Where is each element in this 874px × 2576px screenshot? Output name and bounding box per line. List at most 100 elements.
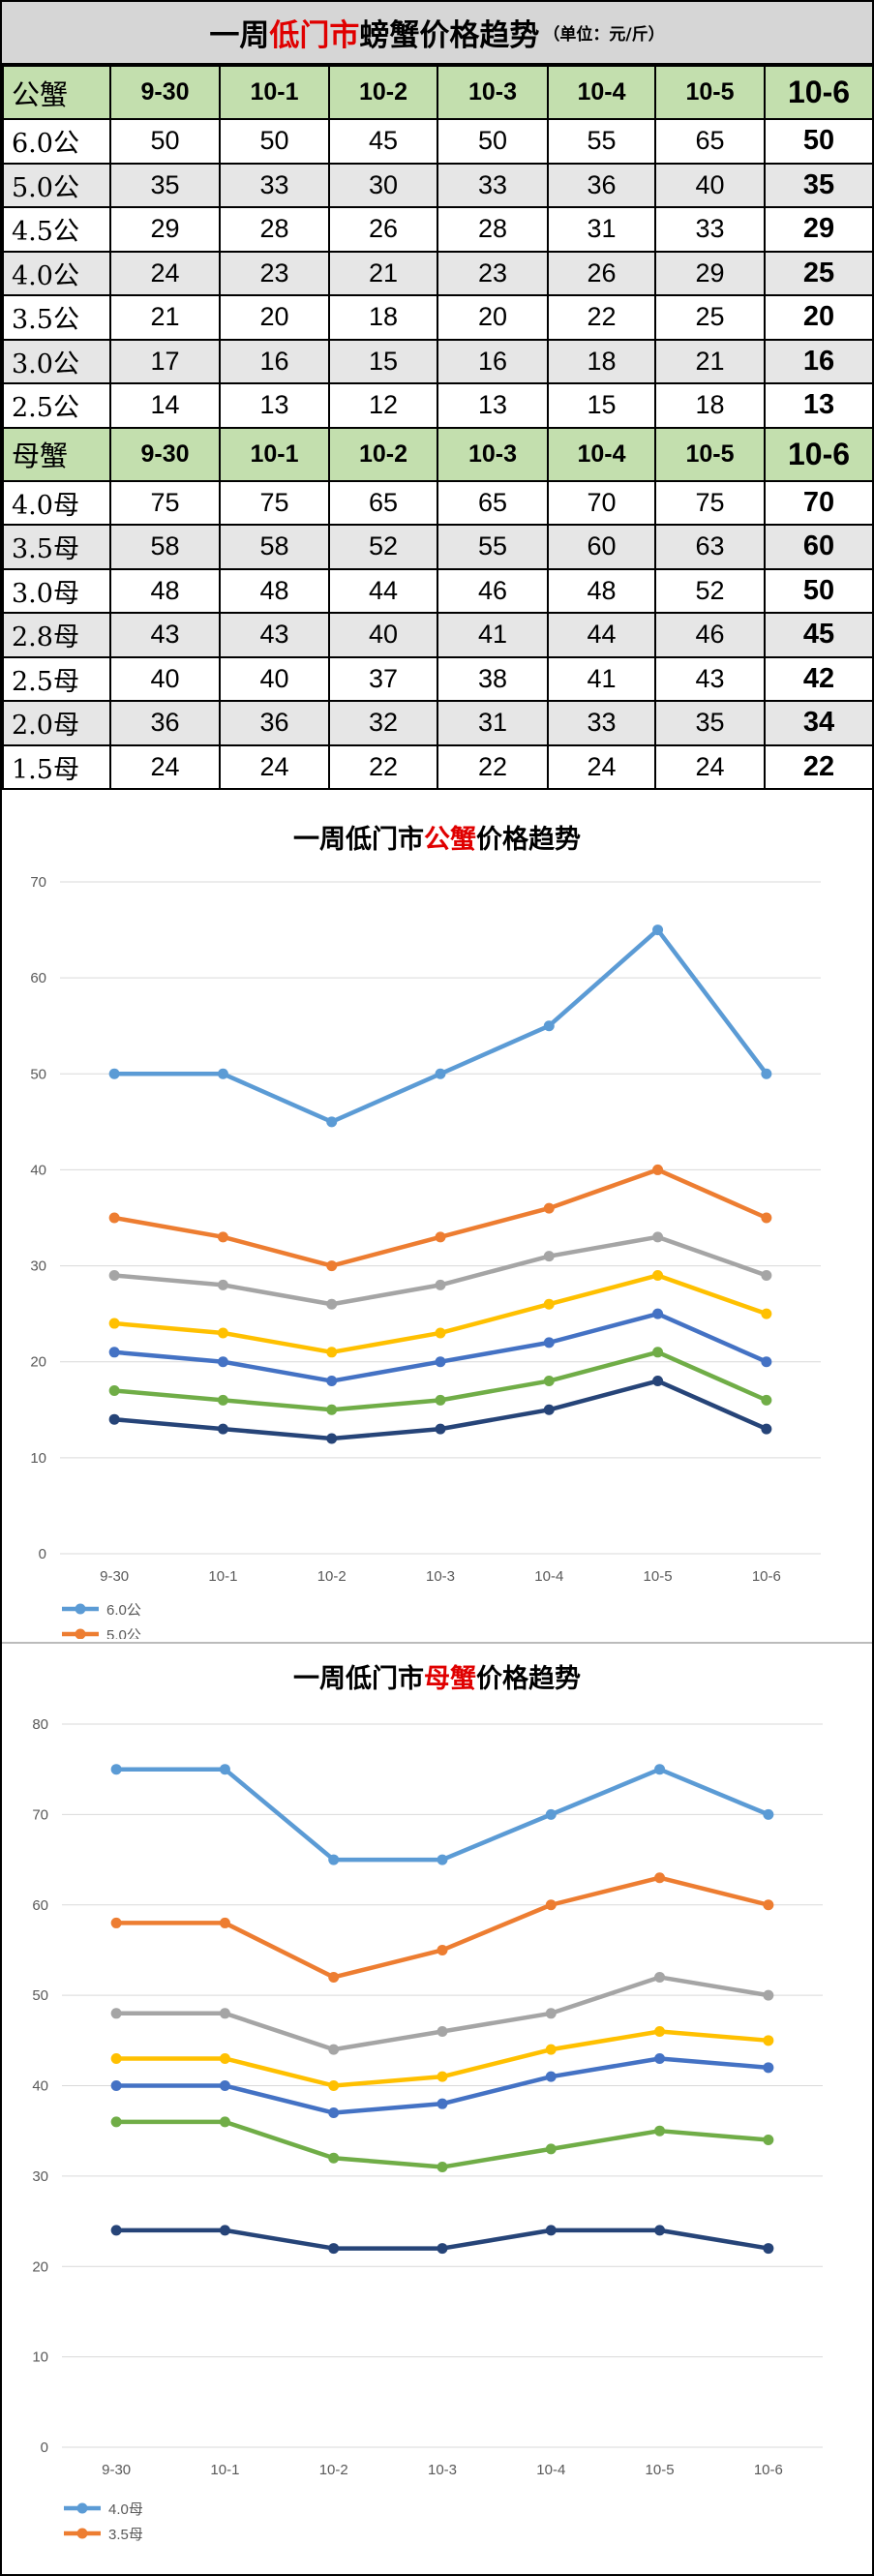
price-cell: 17 xyxy=(109,338,221,384)
data-point xyxy=(545,2071,557,2082)
price-cell: 44 xyxy=(328,567,438,614)
x-tick-label: 10-1 xyxy=(210,2462,239,2478)
x-tick-label: 10-1 xyxy=(208,1568,237,1585)
price-cell: 70 xyxy=(547,479,656,526)
data-point xyxy=(654,1872,666,1884)
table-row: 2.0母 36 36 32 31 33 35 34 xyxy=(2,700,874,746)
price-cell: 23 xyxy=(437,250,549,296)
row-label: 4.5公 xyxy=(2,206,111,253)
price-cell: 44 xyxy=(547,612,656,658)
row-label: 3.0母 xyxy=(2,567,111,614)
title-suffix: 螃蟹价格趋势 xyxy=(359,18,540,53)
price-cell: 24 xyxy=(109,743,221,790)
price-cell: 45 xyxy=(764,612,874,658)
price-cell: 46 xyxy=(654,612,766,658)
data-point xyxy=(763,2243,774,2255)
data-point xyxy=(219,2052,230,2064)
price-cell: 40 xyxy=(109,655,221,702)
price-cell: 28 xyxy=(219,206,330,253)
data-point xyxy=(654,2125,666,2137)
data-point xyxy=(654,2052,666,2064)
date-header: 10-2 xyxy=(328,426,438,482)
data-point xyxy=(326,1260,338,1272)
x-tick-label: 10-6 xyxy=(752,1568,781,1585)
y-tick-label: 30 xyxy=(30,1258,46,1275)
data-point xyxy=(543,1251,555,1262)
price-cell: 22 xyxy=(437,743,549,790)
data-point xyxy=(217,1068,228,1079)
y-tick-label: 60 xyxy=(30,970,46,986)
row-label: 3.0公 xyxy=(2,338,111,384)
price-cell: 26 xyxy=(547,250,656,296)
price-cell: 36 xyxy=(219,700,330,746)
legend-marker xyxy=(76,2528,88,2539)
x-tick-label: 10-2 xyxy=(319,2462,348,2478)
data-point xyxy=(217,1356,228,1368)
chart-legend: 4.0母 3.5母 xyxy=(64,2501,143,2543)
price-cell: 63 xyxy=(654,524,766,570)
data-point xyxy=(328,2152,340,2164)
price-cell: 24 xyxy=(654,743,766,790)
data-point xyxy=(654,2225,666,2236)
row-label: 2.8母 xyxy=(2,612,111,658)
data-point xyxy=(545,1899,557,1911)
table-row: 3.5母 58 58 52 55 60 63 60 xyxy=(2,524,874,570)
y-tick-label: 50 xyxy=(32,1987,48,2004)
legend-marker xyxy=(75,1603,86,1615)
y-tick-label: 40 xyxy=(32,2078,48,2095)
price-cell: 40 xyxy=(654,162,766,208)
price-cell: 65 xyxy=(328,479,438,526)
table-row: 2.8母 43 43 40 41 44 46 45 xyxy=(2,612,874,658)
legend-label: 6.0公 xyxy=(106,1602,141,1619)
data-point xyxy=(219,2008,230,2019)
data-point xyxy=(217,1423,228,1435)
price-cell: 58 xyxy=(219,524,330,570)
price-cell: 13 xyxy=(764,382,874,429)
price-cell: 23 xyxy=(219,250,330,296)
data-point xyxy=(437,2162,448,2173)
row-label: 2.5公 xyxy=(2,382,111,429)
data-point xyxy=(328,2107,340,2119)
data-point xyxy=(326,1347,338,1358)
data-point xyxy=(435,1394,446,1406)
y-tick-label: 50 xyxy=(30,1066,46,1082)
price-cell: 31 xyxy=(547,206,656,253)
price-cell: 33 xyxy=(219,162,330,208)
data-point xyxy=(437,1944,448,1955)
price-cell: 35 xyxy=(109,162,221,208)
table-row: 3.5公 21 20 18 20 22 25 20 xyxy=(2,294,874,341)
row-label: 4.0公 xyxy=(2,250,111,296)
y-tick-label: 60 xyxy=(32,1897,48,1914)
data-point xyxy=(219,1917,230,1928)
male_table-header-row: 公蟹 9-30 10-1 10-2 10-3 10-4 10-5 10-6 xyxy=(2,65,874,120)
data-point xyxy=(763,1899,774,1911)
data-point xyxy=(763,1808,774,1820)
date-header: 9-30 xyxy=(109,65,221,120)
price-cell: 15 xyxy=(547,382,656,429)
date-header: 10-1 xyxy=(219,65,330,120)
data-point xyxy=(763,2135,774,2146)
price-cell: 20 xyxy=(437,294,549,341)
price-cell: 50 xyxy=(219,118,330,165)
data-point xyxy=(437,2243,448,2255)
price-cell: 13 xyxy=(437,382,549,429)
price-cell: 22 xyxy=(547,294,656,341)
female_table-header-label: 母蟹 xyxy=(2,426,111,482)
page-title: 一周低门市螃蟹价格趋势 xyxy=(209,11,539,54)
price-cell: 43 xyxy=(654,655,766,702)
data-point xyxy=(217,1231,228,1243)
price-table: 公蟹 9-30 10-1 10-2 10-3 10-4 10-5 10-6 6.0公 50 50 45… xyxy=(2,65,874,790)
data-point xyxy=(763,2062,774,2074)
price-cell: 32 xyxy=(328,700,438,746)
price-cell: 15 xyxy=(328,338,438,384)
data-point xyxy=(435,1423,446,1435)
date-header: 9-30 xyxy=(109,426,221,482)
price-cell: 38 xyxy=(437,655,549,702)
price-cell: 50 xyxy=(109,118,221,165)
price-table-section: 一周低门市螃蟹价格趋势 （单位：元/斤） 公蟹 9-30 10-1 10-2 10-3 10… xyxy=(2,2,874,790)
price-cell: 40 xyxy=(219,655,330,702)
data-point xyxy=(761,1423,772,1435)
data-point xyxy=(328,1854,340,1865)
price-cell: 55 xyxy=(547,118,656,165)
price-cell: 35 xyxy=(764,162,874,208)
